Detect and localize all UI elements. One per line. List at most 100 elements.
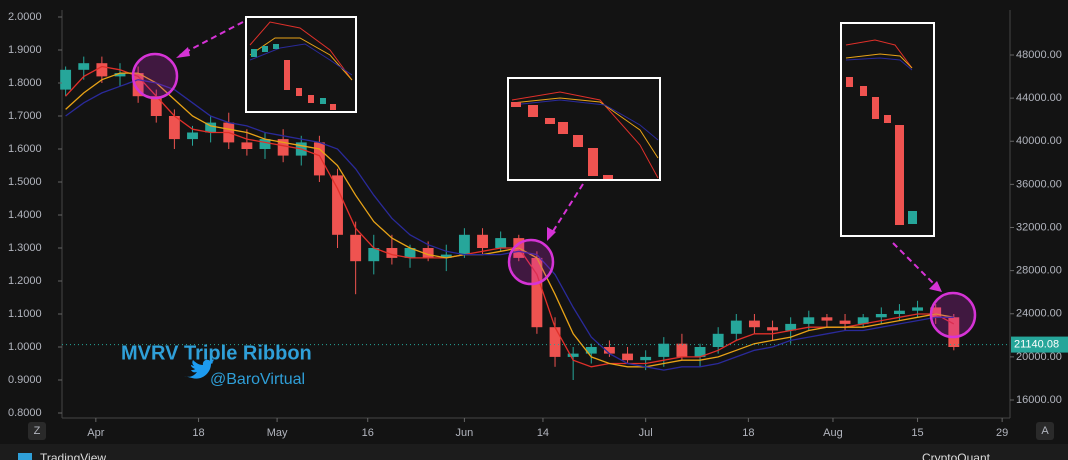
arrow-heads [176,47,942,292]
candle-body [676,343,688,357]
candle-body [785,323,797,331]
y-tick-label: 1.5000 [8,176,42,188]
candle-body [857,317,869,324]
candle-body [875,314,887,318]
candle-body [60,69,72,90]
ribbon-line [65,65,955,368]
y-tick-label: 1.8000 [8,77,42,89]
candle-body [495,238,507,248]
candle-body [404,248,416,258]
candle-body [893,310,905,314]
candle-body [386,248,398,258]
footer-left: TradingView [40,451,106,460]
candle-body [603,347,615,354]
y-tick-label: 0.8000 [8,407,42,419]
x-tick-label: Apr [87,427,104,439]
y-tick-label: 1.1000 [8,308,42,320]
y-tick-label: 1.7000 [8,110,42,122]
inset-1 [245,16,357,113]
ribbon-line [65,72,954,368]
candle-body [332,175,343,235]
candle-body [767,327,778,331]
x-tick-label: 15 [911,427,923,439]
candle-body [585,347,597,354]
candle-body [477,234,488,248]
candle-body [912,307,923,311]
x-tick-label: 16 [362,427,374,439]
y2-tick-label: 24000.00 [1016,308,1062,320]
candle-body [549,327,561,357]
candle-body [839,320,851,324]
auto-button-label[interactable]: A [1041,425,1049,437]
candle-body [694,347,706,357]
inset-3 [840,22,935,237]
candle-body [930,307,942,318]
y-tick-label: 2.0000 [8,11,42,23]
footer-logo [18,453,32,460]
twitter-icon [184,359,214,379]
y2-tick-label: 16000.00 [1016,394,1062,406]
footer-right: CryptoQuant [922,451,991,460]
x-tick-label: May [267,427,288,439]
y-tick-label: 1.3000 [8,242,42,254]
x-tick-label: 14 [537,427,549,439]
candle-body [78,63,90,70]
y-tick-label: 1.6000 [8,143,42,155]
candle-body [205,122,217,133]
candle-body [458,234,470,255]
plot [60,56,960,380]
candle-body [622,353,633,361]
y2-tick-label: 28000.00 [1016,265,1062,277]
chart-title: MVRV Triple Ribbon [121,342,312,364]
candle-body [150,96,162,116]
candle-body [640,356,652,361]
candle-body [241,142,253,149]
candle-body [114,73,126,77]
candle-body [259,139,271,149]
candle-body [440,254,452,258]
candle-body [821,317,833,321]
candle-body [350,234,362,262]
candle-body [712,333,724,347]
y2-tick-label: 44000.00 [1016,92,1062,104]
candle-body [422,248,434,258]
candle-body [948,317,960,347]
candle-body [658,343,670,357]
y2-tick-label: 32000.00 [1016,221,1062,233]
candle-body [313,142,325,176]
x-tick-label: Jun [456,427,474,439]
y-tick-label: 1.4000 [8,209,42,221]
y2-tick-label: 48000.00 [1016,49,1062,61]
scale-button[interactable] [28,422,46,440]
candle-body [748,320,760,328]
y-tick-label: 0.9000 [8,374,42,386]
y2-tick-label: 36000.00 [1016,178,1062,190]
candle-body [803,317,815,324]
candle-body [96,63,108,77]
last-price-label: 21140.08 [1014,338,1059,350]
candle-body [531,257,543,328]
y-tick-label: 1.9000 [8,44,42,56]
y2-tick-label: 40000.00 [1016,135,1062,147]
chart-subtitle: @BaroVirtual [210,371,305,388]
candle-body [277,139,289,156]
candle-body [567,353,579,357]
y2-tick-label: 20000.00 [1016,351,1062,363]
last-price-box [1011,336,1068,353]
x-tick-label: 29 [996,427,1008,439]
candle-body [730,320,742,334]
x-tick-label: 18 [742,427,754,439]
inset-2 [507,77,661,181]
x-tick-label: 18 [192,427,204,439]
candle-body [132,73,144,97]
arrows [179,21,939,289]
footer-bar [0,444,1068,460]
auto-button[interactable] [1036,422,1054,440]
y-tick-label: 1.0000 [8,341,42,353]
scale-button-label[interactable]: Z [34,425,41,437]
x-tick-label: Aug [823,427,843,439]
candle-body [187,132,198,140]
candle-body [168,116,180,140]
